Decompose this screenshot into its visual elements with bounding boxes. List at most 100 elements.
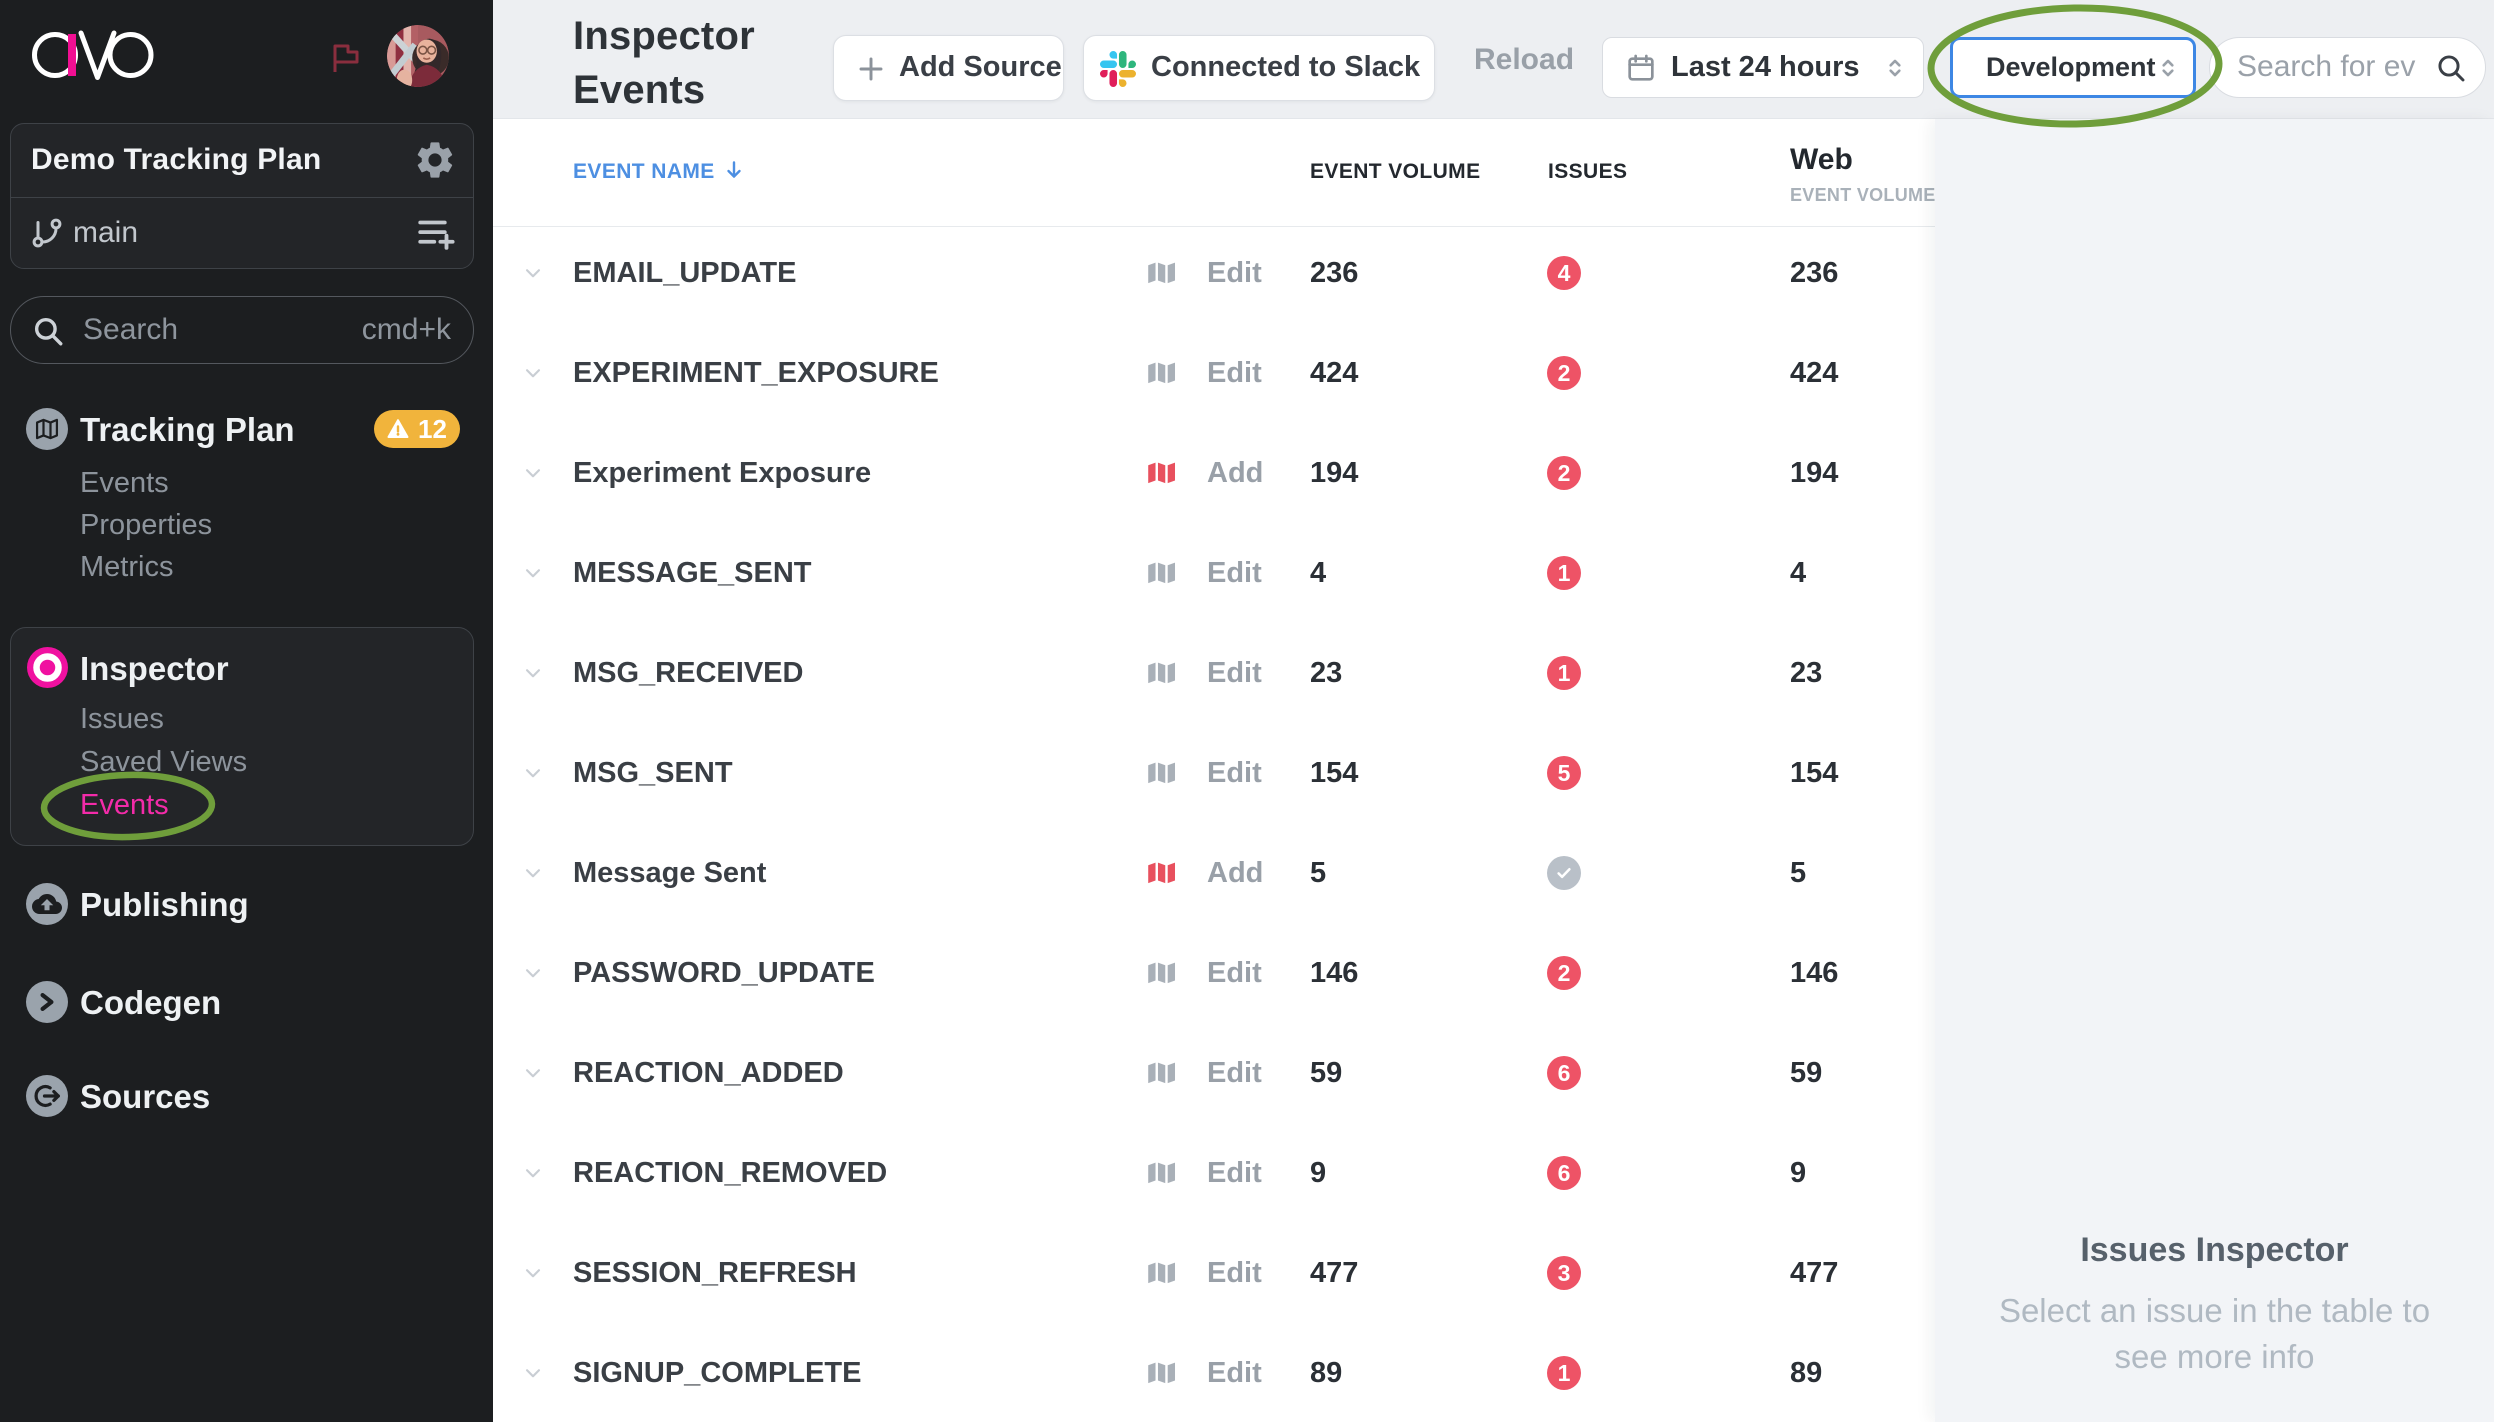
sidebar-item-tp-events[interactable]: Events <box>80 467 169 499</box>
issues-badge[interactable]: 6 <box>1547 1056 1581 1090</box>
sidebar-item-publishing[interactable]: Publishing <box>80 886 249 923</box>
avo-logo[interactable] <box>31 29 155 81</box>
chevron-down-icon[interactable] <box>520 260 546 286</box>
event-name[interactable]: MSG_SENT <box>573 757 733 789</box>
event-action-link[interactable]: Edit <box>1207 557 1262 589</box>
event-volume: 9 <box>1310 1157 1327 1189</box>
table-row[interactable]: REACTION_ADDED Edit 59 6 59 <box>493 1023 1935 1123</box>
issues-badge[interactable]: 2 <box>1547 456 1581 490</box>
issues-badge[interactable]: 6 <box>1547 1156 1581 1190</box>
issues-badge[interactable]: 5 <box>1547 756 1581 790</box>
event-name[interactable]: EXPERIMENT_EXPOSURE <box>573 357 939 389</box>
event-name[interactable]: SIGNUP_COMPLETE <box>573 1357 862 1389</box>
event-action-link[interactable]: Edit <box>1207 1157 1262 1189</box>
event-action-link[interactable]: Edit <box>1207 657 1262 689</box>
environment-select[interactable]: Development <box>1950 37 2196 98</box>
table-row[interactable]: MESSAGE_SENT Edit 4 1 4 <box>493 523 1935 623</box>
sidebar-item-tracking-plan[interactable]: Tracking Plan <box>80 411 295 448</box>
event-action-link[interactable]: Add <box>1207 857 1264 889</box>
chevron-down-icon[interactable] <box>520 1160 546 1186</box>
search-icon <box>2438 55 2465 82</box>
avatar[interactable] <box>387 25 449 87</box>
codegen-icon <box>26 981 68 1023</box>
event-name[interactable]: MSG_RECEIVED <box>573 657 804 689</box>
issues-badge[interactable] <box>1547 856 1581 890</box>
sidebar-item-sources[interactable]: Sources <box>80 1078 211 1115</box>
table-row[interactable]: PASSWORD_UPDATE Edit 146 2 146 <box>493 923 1935 1023</box>
table-row[interactable]: EMAIL_UPDATE Edit 236 4 236 <box>493 223 1935 323</box>
chevron-down-icon[interactable] <box>520 360 546 386</box>
chevron-down-icon[interactable] <box>520 1260 546 1286</box>
event-name[interactable]: PASSWORD_UPDATE <box>573 957 875 989</box>
event-action-link[interactable]: Edit <box>1207 757 1262 789</box>
issues-badge[interactable]: 1 <box>1547 1356 1581 1390</box>
list-plus-icon[interactable] <box>415 212 457 254</box>
events-search-input[interactable]: Search for ev <box>2209 37 2486 98</box>
chevron-down-icon[interactable] <box>520 1360 546 1386</box>
warning-count: 12 <box>418 414 447 444</box>
chevron-down-icon[interactable] <box>520 760 546 786</box>
table-row[interactable]: Message Sent Add 5 5 <box>493 823 1935 923</box>
event-action-link[interactable]: Edit <box>1207 1357 1262 1389</box>
event-name[interactable]: EMAIL_UPDATE <box>573 257 797 289</box>
web-event-volume: 89 <box>1790 1357 1823 1389</box>
time-range-select[interactable]: Last 24 hours <box>1602 37 1924 98</box>
event-volume: 424 <box>1310 357 1359 389</box>
column-issues[interactable]: ISSUES <box>1548 160 1628 183</box>
issues-badge[interactable]: 4 <box>1547 256 1581 290</box>
event-action-link[interactable]: Edit <box>1207 1057 1262 1089</box>
issues-badge[interactable]: 2 <box>1547 956 1581 990</box>
event-action-link[interactable]: Edit <box>1207 957 1262 989</box>
event-volume: 23 <box>1310 657 1343 689</box>
issues-badge[interactable]: 3 <box>1547 1256 1581 1290</box>
event-action-link[interactable]: Edit <box>1207 1257 1262 1289</box>
branch-row[interactable]: main <box>11 198 473 268</box>
table-row[interactable]: SIGNUP_COMPLETE Edit 89 1 89 <box>493 1323 1935 1422</box>
column-event-volume[interactable]: EVENT VOLUME <box>1310 160 1481 183</box>
event-action-link[interactable]: Edit <box>1207 257 1262 289</box>
event-volume: 194 <box>1310 457 1359 489</box>
event-name[interactable]: MESSAGE_SENT <box>573 557 812 589</box>
chevron-down-icon[interactable] <box>520 960 546 986</box>
chevron-down-icon[interactable] <box>520 1060 546 1086</box>
table-row[interactable]: MSG_SENT Edit 154 5 154 <box>493 723 1935 823</box>
event-action-link[interactable]: Edit <box>1207 357 1262 389</box>
reload-button[interactable]: Reload <box>1474 0 1574 119</box>
add-source-button[interactable]: Add Source <box>833 35 1064 101</box>
event-name[interactable]: REACTION_REMOVED <box>573 1157 888 1189</box>
slack-connection-button[interactable]: Connected to Slack <box>1083 35 1435 101</box>
chevron-down-icon[interactable] <box>520 460 546 486</box>
sidebar-item-codegen[interactable]: Codegen <box>80 984 222 1021</box>
issues-badge[interactable]: 1 <box>1547 656 1581 690</box>
web-event-volume: 4 <box>1790 557 1807 589</box>
event-name[interactable]: Message Sent <box>573 857 767 889</box>
table-row[interactable]: MSG_RECEIVED Edit 23 1 23 <box>493 623 1935 723</box>
sidebar-item-tp-metrics[interactable]: Metrics <box>80 551 174 583</box>
event-name[interactable]: Experiment Exposure <box>573 457 872 489</box>
issues-badge[interactable]: 1 <box>1547 556 1581 590</box>
web-event-volume: 154 <box>1790 757 1839 789</box>
chevron-down-icon[interactable] <box>520 860 546 886</box>
table-row[interactable]: SESSION_REFRESH Edit 477 3 477 <box>493 1223 1935 1323</box>
flag-icon[interactable] <box>328 40 364 76</box>
event-name[interactable]: REACTION_ADDED <box>573 1057 844 1089</box>
tracking-plan-map-icon <box>1146 1359 1177 1387</box>
sidebar-item-inspector[interactable]: Inspector <box>80 650 229 687</box>
table-row[interactable]: Experiment Exposure Add 194 2 194 <box>493 423 1935 523</box>
issues-badge[interactable]: 2 <box>1547 356 1581 390</box>
chevron-down-icon[interactable] <box>520 660 546 686</box>
gear-icon[interactable] <box>413 138 457 182</box>
event-name[interactable]: SESSION_REFRESH <box>573 1257 857 1289</box>
workspace-row[interactable]: Demo Tracking Plan <box>11 124 473 198</box>
sidebar-item-tp-properties[interactable]: Properties <box>80 509 213 541</box>
sidebar-item-inspector-events[interactable]: Events <box>80 789 169 821</box>
chevron-down-icon[interactable] <box>520 560 546 586</box>
table-row[interactable]: REACTION_REMOVED Edit 9 6 9 <box>493 1123 1935 1223</box>
event-action-link[interactable]: Add <box>1207 457 1264 489</box>
table-row[interactable]: EXPERIMENT_EXPOSURE Edit 424 2 424 <box>493 323 1935 423</box>
sidebar-search[interactable]: Search cmd+k <box>10 296 474 364</box>
tracking-plan-warning-badge[interactable]: 12 <box>374 410 460 448</box>
sidebar-item-inspector-issues[interactable]: Issues <box>80 703 164 735</box>
column-event-name[interactable]: EVENT NAME <box>573 160 741 184</box>
sidebar-item-inspector-saved-views[interactable]: Saved Views <box>80 746 248 778</box>
